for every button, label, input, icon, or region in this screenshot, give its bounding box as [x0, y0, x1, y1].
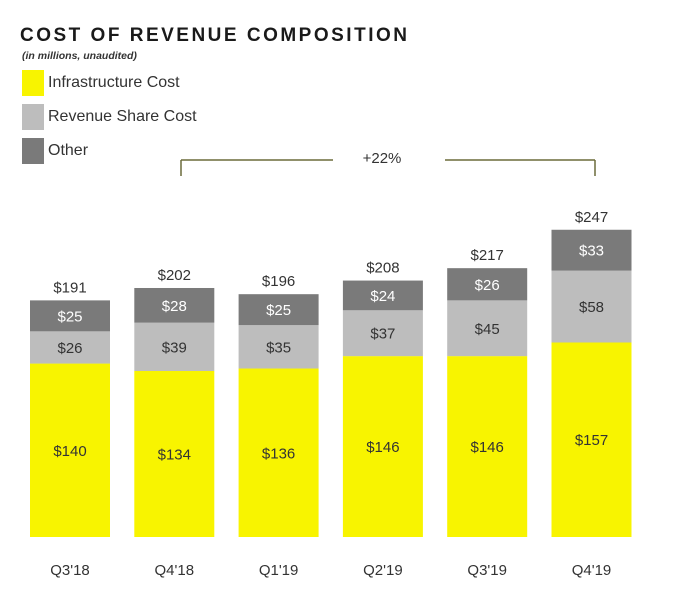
growth-annotation: +22%	[362, 150, 402, 167]
bar-segment-infrastructure	[342, 356, 423, 537]
bar-segment-other	[342, 280, 423, 311]
data-label-other: $26	[475, 277, 500, 294]
bar-segment-other	[30, 300, 110, 332]
legend-swatch-other	[22, 138, 44, 164]
data-label-revenue-share: $26	[57, 340, 82, 357]
total-label: $208	[366, 260, 399, 277]
bar-segment-revenue-share	[342, 310, 423, 357]
x-tick-label: Q2'19	[363, 562, 403, 579]
bar-segment-infrastructure	[551, 342, 632, 537]
data-label-revenue-share: $35	[266, 339, 291, 356]
bars-group: $140 $26 $25 $191 Q3'18 $134 $39 $28 $202 Q4'18 $1…	[30, 209, 632, 579]
legend-item-infrastructure: Infrastructure Cost	[22, 70, 180, 96]
bar-segment-infrastructure	[238, 368, 319, 537]
data-label-infrastructure: $146	[366, 439, 399, 456]
legend-item-other: Other	[22, 138, 88, 164]
bar-segment-infrastructure	[30, 363, 110, 537]
legend-label-infrastructure: Infrastructure Cost	[48, 74, 180, 91]
bar-segment-revenue-share	[551, 270, 632, 343]
data-label-revenue-share: $37	[370, 326, 395, 343]
data-label-infrastructure: $140	[53, 443, 86, 460]
bar-segment-revenue-share	[30, 331, 110, 364]
x-tick-label: Q3'19	[467, 562, 507, 579]
bar-segment-revenue-share	[238, 325, 319, 369]
data-label-other: $25	[57, 308, 82, 325]
data-label-other: $33	[579, 243, 604, 260]
total-label: $202	[158, 267, 191, 284]
bar-segment-revenue-share	[447, 300, 528, 357]
legend-swatch-revenue-share	[22, 104, 44, 130]
data-label-revenue-share: $45	[475, 321, 500, 338]
bar-segment-other	[134, 287, 215, 323]
chart-title: COST OF REVENUE COMPOSITION	[20, 25, 410, 46]
total-label: $191	[53, 279, 86, 296]
data-label-infrastructure: $146	[471, 439, 504, 456]
bar-segment-other	[551, 229, 632, 271]
legend-label-revenue-share: Revenue Share Cost	[48, 108, 197, 125]
data-label-infrastructure: $157	[575, 432, 608, 449]
data-label-other: $24	[370, 288, 395, 305]
x-tick-label: Q4'18	[155, 562, 195, 579]
bar-segment-infrastructure	[447, 356, 528, 537]
x-tick-label: Q3'18	[50, 562, 90, 579]
total-label: $217	[471, 247, 504, 264]
legend-swatch-infrastructure	[22, 70, 44, 96]
bar-segment-other	[238, 294, 319, 326]
total-label: $247	[575, 209, 608, 226]
data-label-revenue-share: $39	[162, 339, 187, 356]
bar-segment-revenue-share	[134, 322, 215, 371]
data-label-other: $28	[162, 298, 187, 315]
total-label: $196	[262, 273, 295, 290]
x-tick-label: Q1'19	[259, 562, 299, 579]
bar-segment-other	[447, 268, 528, 301]
data-label-other: $25	[266, 302, 291, 319]
data-label-infrastructure: $134	[158, 446, 191, 463]
chart-subtitle: (in millions, unaudited)	[22, 50, 137, 62]
bar-segment-infrastructure	[134, 370, 215, 537]
data-label-revenue-share: $58	[579, 299, 604, 316]
growth-bracket	[180, 159, 596, 176]
x-tick-label: Q4'19	[572, 562, 612, 579]
data-label-infrastructure: $136	[262, 445, 295, 462]
legend-label-other: Other	[48, 142, 89, 159]
legend-item-revenue-share: Revenue Share Cost	[22, 104, 197, 130]
